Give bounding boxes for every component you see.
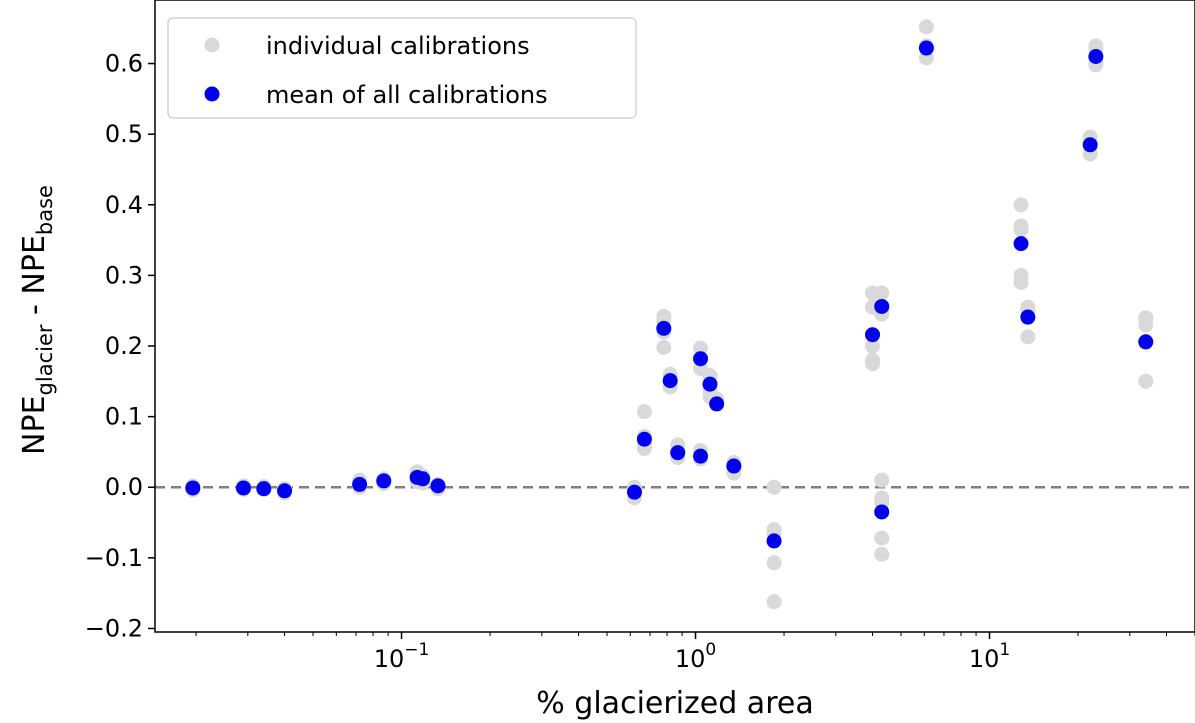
- mean-calibration-point: [709, 396, 725, 412]
- mean-calibration-point: [352, 476, 368, 492]
- legend-marker-individual: [204, 37, 220, 53]
- individual-calibration-point: [693, 340, 709, 356]
- y-label-sub-glacier: glacier: [33, 324, 57, 395]
- x-tick-exponent: −1: [404, 640, 429, 660]
- y-tick-label: −0.1: [85, 544, 143, 572]
- y-tick-label: 0.5: [105, 120, 143, 148]
- legend-label-individual: individual calibrations: [266, 32, 530, 60]
- x-tick-label: 10−1: [374, 640, 430, 673]
- individual-calibration-point: [865, 356, 881, 372]
- y-tick-label: 0.3: [105, 261, 143, 289]
- mean-calibration-point: [726, 458, 742, 474]
- series-mean-calibrations: [185, 40, 1154, 549]
- individual-calibration-point: [874, 285, 890, 301]
- x-axis: 10−1 100 101: [195, 632, 1195, 673]
- x-tick-base: 10: [675, 645, 706, 673]
- mean-calibration-point: [874, 298, 890, 314]
- x-axis-label: % glacierized area: [536, 686, 813, 721]
- plot-frame: [154, 0, 1195, 633]
- y-axis: −0.2 −0.1 0.0 0.1 0.2 0.3 0.4 0.5 0.6: [85, 50, 155, 642]
- mean-calibration-point: [235, 480, 251, 496]
- individual-calibration-point: [1013, 197, 1029, 213]
- individual-calibration-point: [766, 479, 782, 495]
- mean-calibration-point: [693, 351, 709, 367]
- individual-calibration-point: [874, 472, 890, 488]
- y-tick-label: 0.2: [105, 332, 143, 360]
- y-tick-label: 0.1: [105, 403, 143, 431]
- legend-box: [167, 17, 637, 119]
- y-label-sub-base: base: [33, 185, 57, 235]
- legend-label-mean: mean of all calibrations: [266, 81, 548, 109]
- y-tick-label: 0.0: [105, 473, 143, 501]
- individual-calibration-point: [1138, 373, 1154, 389]
- y-label-main: NPE: [17, 395, 52, 455]
- x-tick-exponent: 1: [999, 640, 1010, 660]
- points-layer: [185, 19, 1154, 610]
- individual-calibration-point: [656, 339, 672, 355]
- mean-calibration-point: [766, 533, 782, 549]
- x-tick-exponent: 0: [705, 640, 716, 660]
- individual-calibration-point: [874, 530, 890, 546]
- y-axis-label: NPEglacier - NPEbase: [17, 185, 57, 455]
- x-tick-label: 101: [969, 640, 1010, 673]
- y-label-mid: - NPE: [17, 235, 52, 324]
- mean-calibration-point: [1013, 236, 1029, 252]
- y-tick-label: 0.4: [105, 191, 143, 219]
- mean-calibration-point: [1088, 48, 1104, 64]
- mean-calibration-point: [626, 484, 642, 500]
- x-tick-base: 10: [374, 645, 405, 673]
- mean-calibration-point: [1082, 137, 1098, 153]
- mean-calibration-point: [256, 481, 272, 497]
- y-tick-label: 0.6: [105, 50, 143, 78]
- individual-calibration-point: [766, 594, 782, 610]
- mean-calibration-point: [865, 327, 881, 343]
- individual-calibration-point: [865, 338, 881, 354]
- mean-calibration-point: [636, 431, 652, 447]
- y-tick-label: −0.2: [85, 614, 143, 642]
- legend: individual calibrations mean of all cali…: [167, 17, 637, 119]
- mean-calibration-point: [656, 320, 672, 336]
- mean-calibration-point: [430, 478, 446, 494]
- mean-calibration-point: [1138, 334, 1154, 350]
- individual-calibration-point: [636, 404, 652, 420]
- mean-calibration-point: [185, 480, 201, 496]
- individual-calibration-point: [1138, 317, 1154, 333]
- legend-marker-mean: [204, 86, 220, 102]
- mean-calibration-point: [1020, 309, 1036, 325]
- individual-calibration-point: [874, 546, 890, 562]
- individual-calibration-point: [1020, 329, 1036, 345]
- mean-calibration-point: [376, 473, 392, 489]
- mean-calibration-point: [277, 483, 293, 499]
- mean-calibration-point: [702, 376, 718, 392]
- mean-calibration-point: [693, 448, 709, 464]
- individual-calibration-point: [766, 555, 782, 571]
- mean-calibration-point: [415, 471, 431, 487]
- mean-calibration-point: [662, 373, 678, 389]
- individual-calibration-point: [1013, 221, 1029, 237]
- mean-calibration-point: [918, 40, 934, 56]
- mean-calibration-point: [670, 445, 686, 461]
- individual-calibration-point: [918, 19, 934, 35]
- x-tick-label: 100: [675, 640, 716, 673]
- mean-calibration-point: [874, 504, 890, 520]
- x-tick-base: 10: [969, 645, 1000, 673]
- individual-calibration-point: [1013, 274, 1029, 290]
